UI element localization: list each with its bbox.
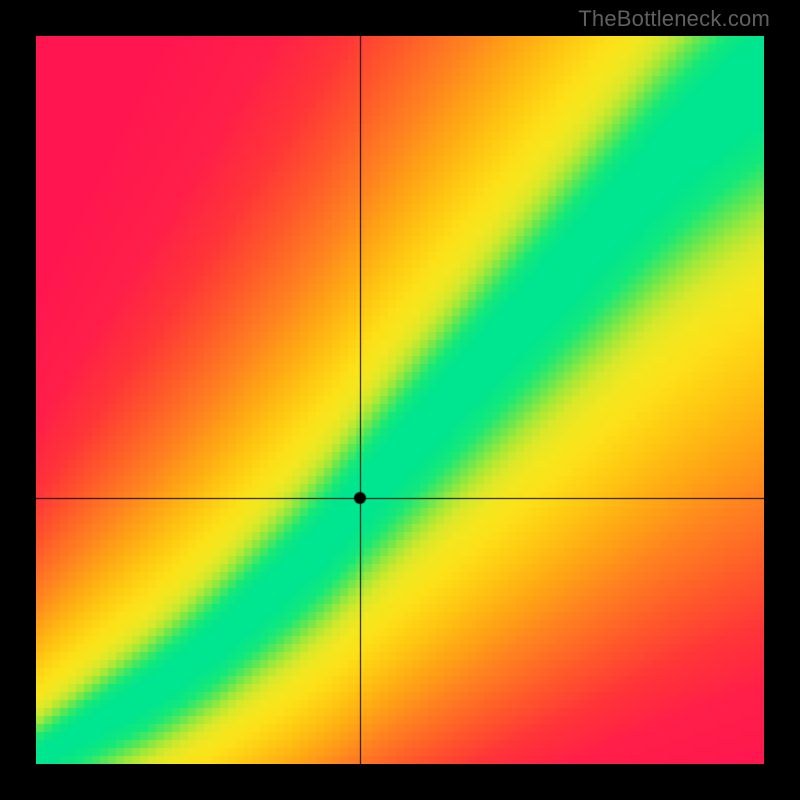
- bottleneck-heatmap-canvas: [36, 36, 764, 764]
- watermark-text: TheBottleneck.com: [578, 6, 770, 32]
